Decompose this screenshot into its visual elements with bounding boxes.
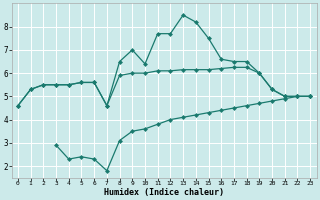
X-axis label: Humidex (Indice chaleur): Humidex (Indice chaleur) <box>104 188 224 197</box>
